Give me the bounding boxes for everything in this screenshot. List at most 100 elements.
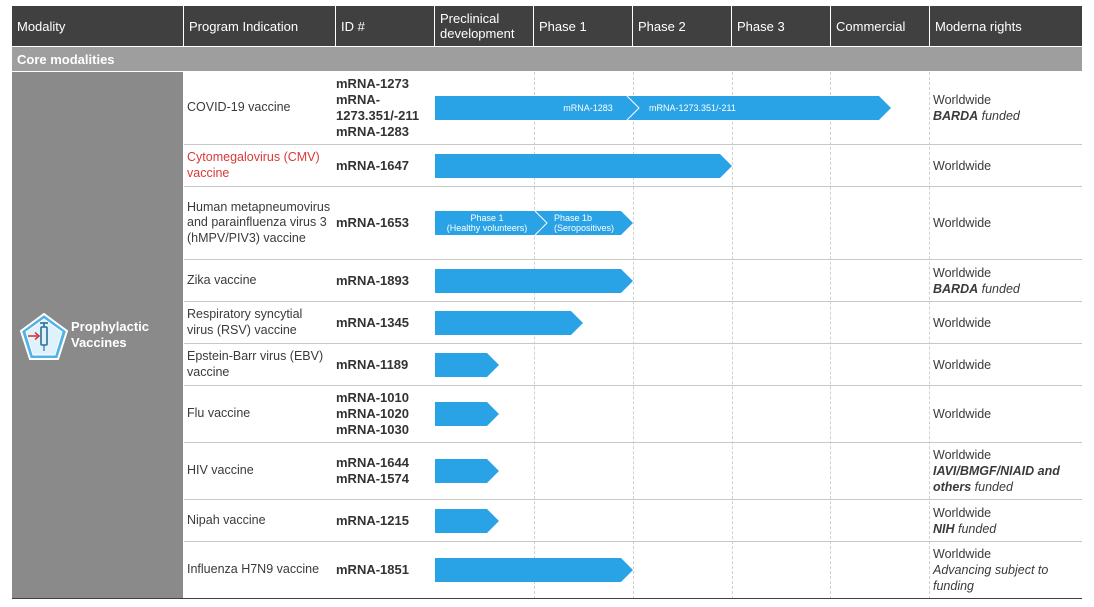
table-row: Epstein-Barr virus (EBV) vaccine mRNA-11… bbox=[184, 344, 1082, 386]
header-phase-1: Phase 1 bbox=[539, 18, 587, 34]
program-indication: Cytomegalovirus (CMV) vaccine bbox=[187, 150, 320, 180]
program-rights: Worldwide bbox=[933, 145, 1082, 186]
table-row: Flu vaccine mRNA-1010 mRNA-1020 mRNA-103… bbox=[184, 386, 1082, 443]
program-indication: Epstein-Barr virus (EBV) vaccine bbox=[187, 349, 324, 379]
header-phase-3: Phase 3 bbox=[737, 18, 785, 34]
program-rights: Worldwide bbox=[933, 187, 1082, 259]
funded-suffix: funded bbox=[978, 109, 1020, 123]
program-id: mRNA-1851 bbox=[336, 562, 409, 577]
modality-label-line2: Vaccines bbox=[71, 335, 127, 350]
program-id: mRNA-1644 bbox=[336, 455, 409, 470]
funder-name: NIH bbox=[933, 521, 955, 536]
modality-cell: Prophylactic Vaccines bbox=[12, 72, 183, 599]
header-phase-2: Phase 2 bbox=[638, 18, 686, 34]
rights-scope: Worldwide bbox=[933, 357, 992, 372]
bar-segment-label: Phase 1b bbox=[554, 213, 592, 223]
rights-scope: Worldwide bbox=[933, 547, 992, 561]
rights-scope: Worldwide bbox=[933, 315, 992, 330]
program-id: mRNA-1574 bbox=[336, 471, 409, 486]
pipeline-bar bbox=[435, 154, 732, 178]
program-rights: Worldwide NIH funded bbox=[933, 500, 1082, 541]
section-core-modalities: Core modalities bbox=[12, 47, 1082, 71]
program-id: mRNA-1283 bbox=[336, 124, 409, 139]
program-ids: mRNA-1644 mRNA-1574 bbox=[336, 443, 436, 499]
header-moderna-rights: Moderna rights bbox=[935, 18, 1022, 34]
program-rights: Worldwide IAVI/BMGF/NIAID and others fun… bbox=[933, 443, 1082, 499]
program-indication: Zika vaccine bbox=[187, 272, 257, 287]
funded-suffix: funded bbox=[978, 281, 1020, 296]
program-id: mRNA-1273 bbox=[336, 76, 409, 91]
header-modality: Modality bbox=[17, 18, 66, 34]
program-id: 1273.351/-211 bbox=[336, 108, 420, 123]
modality-label-line1: Prophylactic bbox=[71, 319, 150, 334]
table-row: Influenza H7N9 vaccine mRNA-1851 Worldwi… bbox=[184, 542, 1082, 598]
table-header: Modality Program Indication ID # Preclin… bbox=[12, 6, 1082, 46]
funder-name: BARDA bbox=[933, 109, 979, 123]
funding-note: NIH funded bbox=[933, 521, 1082, 537]
header-commercial: Commercial bbox=[836, 18, 906, 34]
program-id: mRNA-1647 bbox=[336, 157, 409, 173]
bar-segment-label: mRNA-1273.351/-211 bbox=[649, 103, 736, 113]
phase-divider bbox=[929, 72, 930, 599]
program-ids: mRNA-1010 mRNA-1020 mRNA-1030 bbox=[336, 386, 436, 442]
program-indication: Flu vaccine bbox=[187, 406, 251, 421]
table-row: Respiratory syncytial virus (RSV) vaccin… bbox=[184, 302, 1082, 344]
program-ids: mRNA-1273 mRNA- 1273.351/-211 mRNA-1283 bbox=[336, 72, 436, 144]
funder-name: IAVI/BMGF/NIAID and others bbox=[933, 464, 1060, 494]
funding-note: IAVI/BMGF/NIAID and others funded bbox=[933, 463, 1082, 495]
bar-segment-label: (Healthy volunteers) bbox=[447, 223, 528, 233]
funded-suffix: funded bbox=[954, 521, 997, 536]
program-indication: Human metapneumovirus and parainfluenza … bbox=[187, 199, 331, 245]
program-ids: mRNA-1893 bbox=[336, 260, 436, 301]
program-ids: mRNA-1653 bbox=[336, 187, 436, 259]
program-rights: Worldwide Advancing subject to funding bbox=[933, 542, 1082, 598]
funding-note: BARDA funded bbox=[933, 281, 1082, 297]
rights-scope: Worldwide bbox=[933, 407, 992, 421]
rights-scope: Worldwide bbox=[933, 505, 992, 520]
program-id: mRNA- bbox=[336, 92, 381, 107]
header-preclinical-line1: Preclinical bbox=[440, 11, 500, 26]
program-ids: mRNA-1345 bbox=[336, 302, 436, 343]
header-program-indication: Program Indication bbox=[189, 18, 299, 34]
rights-scope: Worldwide bbox=[933, 265, 992, 280]
table-bottom-border bbox=[12, 598, 1082, 599]
program-id: mRNA-1010 bbox=[336, 390, 409, 405]
header-id: ID # bbox=[341, 18, 365, 34]
funder-name: BARDA bbox=[933, 281, 979, 296]
phase-divider bbox=[732, 72, 733, 599]
program-ids: mRNA-1215 bbox=[336, 500, 436, 541]
pipeline-bar bbox=[435, 509, 499, 533]
program-id: mRNA-1653 bbox=[336, 215, 409, 230]
funding-condition-note: Advancing subject to funding bbox=[933, 563, 1049, 593]
program-indication: HIV vaccine bbox=[187, 463, 254, 478]
table-row: COVID-19 vaccine mRNA-1273 mRNA- 1273.35… bbox=[184, 72, 1082, 145]
rights-scope: Worldwide bbox=[933, 158, 992, 173]
phase-divider bbox=[534, 72, 535, 599]
funding-note: BARDA funded bbox=[933, 108, 1082, 124]
pipeline-bar bbox=[435, 353, 499, 377]
pipeline-bar bbox=[435, 269, 633, 293]
program-id: mRNA-1215 bbox=[336, 512, 409, 528]
program-id: mRNA-1030 bbox=[336, 422, 409, 437]
table-row: Cytomegalovirus (CMV) vaccine mRNA-1647 … bbox=[184, 145, 1082, 187]
table-row: Human metapneumovirus and parainfluenza … bbox=[184, 187, 1082, 260]
vaccine-syringe-icon bbox=[19, 312, 69, 360]
modality-label: Prophylactic Vaccines bbox=[71, 319, 149, 351]
program-ids: mRNA-1851 bbox=[336, 542, 436, 598]
program-id: mRNA-1189 bbox=[336, 356, 409, 372]
rights-scope: Worldwide bbox=[933, 93, 992, 107]
program-rights: Worldwide BARDA funded bbox=[933, 72, 1082, 144]
pipeline-bar bbox=[435, 311, 583, 335]
table-row: HIV vaccine mRNA-1644 mRNA-1574 Worldwid… bbox=[184, 443, 1082, 500]
rights-scope: Worldwide bbox=[933, 216, 992, 230]
program-ids: mRNA-1647 bbox=[336, 145, 436, 186]
pipeline-bar bbox=[435, 402, 499, 426]
bar-segment-label: Phase 1 bbox=[470, 213, 503, 223]
phase-divider bbox=[830, 72, 831, 599]
pipeline-bar bbox=[435, 459, 499, 483]
program-rights: Worldwide bbox=[933, 302, 1082, 343]
program-id: mRNA-1020 bbox=[336, 406, 409, 421]
pipeline-bar: Phase 1 (Healthy volunteers) Phase 1b (S… bbox=[435, 210, 633, 236]
program-rights: Worldwide bbox=[933, 344, 1082, 385]
program-indication: Respiratory syncytial virus (RSV) vaccin… bbox=[187, 307, 303, 337]
